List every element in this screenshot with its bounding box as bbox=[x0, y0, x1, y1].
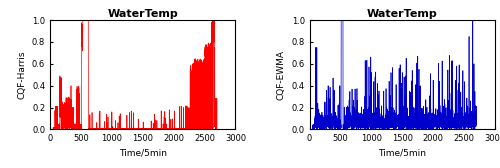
Title: WaterTemp: WaterTemp bbox=[108, 9, 178, 19]
Title: WaterTemp: WaterTemp bbox=[367, 9, 438, 19]
X-axis label: Time/5min: Time/5min bbox=[378, 149, 426, 158]
Y-axis label: CQF-Harris: CQF-Harris bbox=[18, 51, 26, 99]
X-axis label: Time/5min: Time/5min bbox=[118, 149, 166, 158]
Y-axis label: CQF-EWMA: CQF-EWMA bbox=[277, 50, 286, 100]
